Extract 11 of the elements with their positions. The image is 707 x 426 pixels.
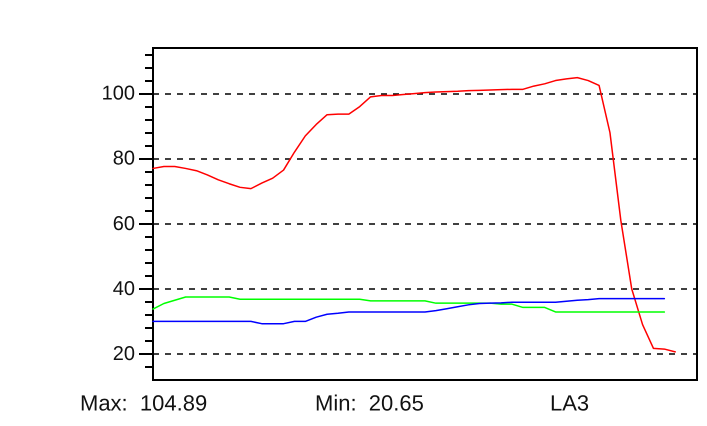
text: LA3 bbox=[550, 390, 590, 416]
line-series bbox=[152, 76, 676, 353]
y-tick-label: 20 bbox=[112, 342, 135, 365]
y-tick-label: 80 bbox=[112, 148, 135, 170]
line-series bbox=[152, 298, 666, 324]
line-series bbox=[152, 296, 666, 313]
text: Min: 20.65 bbox=[315, 390, 424, 416]
y-tick-label: 60 bbox=[112, 212, 135, 235]
text: Max: 104.89 bbox=[80, 390, 208, 416]
y-tick-label: 100 bbox=[102, 82, 135, 105]
y-tick-label: 40 bbox=[112, 278, 135, 300]
